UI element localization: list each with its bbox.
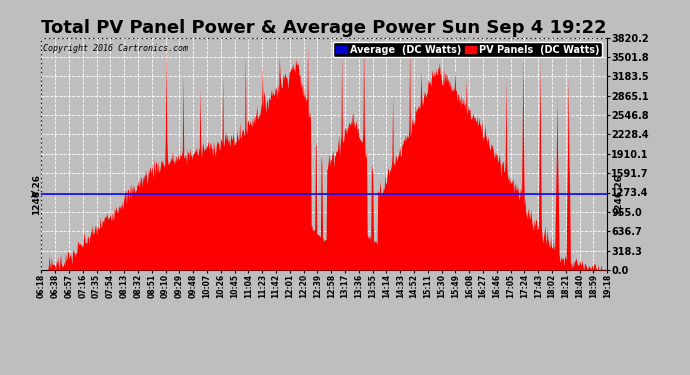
Text: 1246.26: 1246.26 xyxy=(32,174,41,214)
Legend: Average  (DC Watts), PV Panels  (DC Watts): Average (DC Watts), PV Panels (DC Watts) xyxy=(333,42,602,57)
Title: Total PV Panel Power & Average Power Sun Sep 4 19:22: Total PV Panel Power & Average Power Sun… xyxy=(41,20,607,38)
Text: Copyright 2016 Cartronics.com: Copyright 2016 Cartronics.com xyxy=(43,45,188,54)
Text: 1246.26: 1246.26 xyxy=(614,174,623,214)
